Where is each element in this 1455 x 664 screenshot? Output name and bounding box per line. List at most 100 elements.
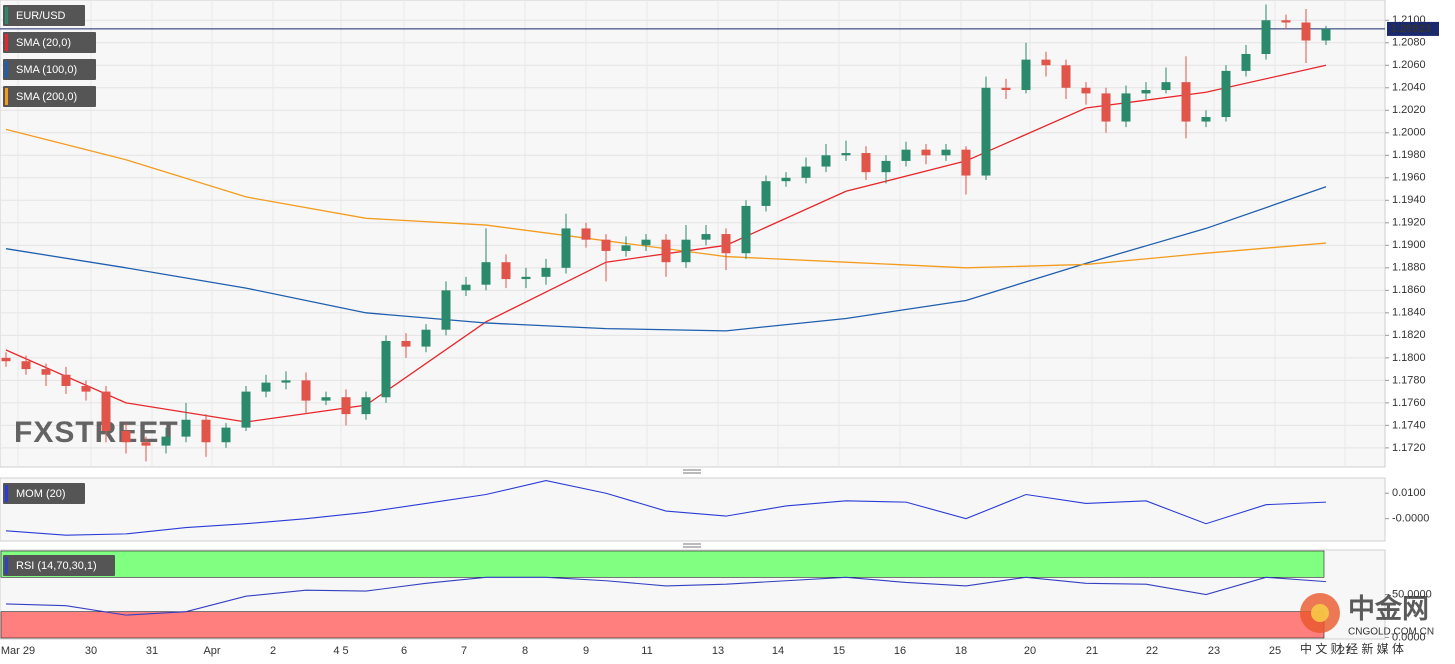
logo-domain: CNGOLD.COM.CN — [1348, 627, 1434, 638]
legend-box — [3, 555, 115, 576]
candle-body — [41, 369, 51, 375]
y-tick-label: 1.1900 — [1392, 239, 1426, 251]
candle-body — [461, 284, 471, 291]
legend: EUR/USD SMA (20,0) SMA (100,0) SMA (200,0) M… — [3, 5, 115, 576]
y-tick-label: 1.2080 — [1392, 37, 1426, 49]
y-tick-label: 1.1800 — [1392, 352, 1426, 364]
candle-body — [1301, 22, 1311, 41]
candle-body — [221, 427, 231, 443]
y-tick-label: -0.0000 — [1392, 513, 1429, 525]
candle-body — [621, 245, 631, 251]
candle-body — [1241, 54, 1251, 71]
legend-label: SMA (100,0) — [16, 64, 77, 76]
candle-body — [841, 153, 851, 156]
candle-body — [961, 149, 971, 176]
x-tick-label: Mar 29 — [1, 645, 35, 657]
candle-body — [561, 228, 571, 268]
oversold-band — [0, 611, 1325, 639]
x-tick-label: 23 — [1208, 645, 1220, 657]
legend-swatch — [5, 34, 8, 51]
candle-body — [381, 340, 391, 398]
y-tick-label: 1.1940 — [1392, 194, 1426, 206]
mom-panel — [0, 477, 1386, 542]
candle-body — [641, 239, 651, 246]
x-tick-label: 9 — [583, 645, 589, 657]
x-tick-label: 27 — [1339, 645, 1351, 657]
legend-title: EUR/USD — [16, 10, 66, 22]
legend-label: SMA (200,0) — [16, 91, 77, 103]
y-tick-label: 1.1980 — [1392, 149, 1426, 161]
y-tick-label: 1.2020 — [1392, 104, 1426, 116]
candle-body — [601, 239, 611, 251]
candle-body — [1041, 59, 1051, 66]
candle-body — [361, 397, 371, 415]
x-tick-label: 18 — [955, 645, 967, 657]
logo: 中金网 CNGOLD.COM.CN 中 文 财 经 新 媒 体 — [1300, 593, 1434, 656]
legend-box — [3, 86, 96, 107]
candle-body — [741, 205, 751, 254]
candle-body — [141, 442, 151, 446]
legend-label: SMA (20,0) — [16, 37, 71, 49]
legend-title: MOM (20) — [16, 488, 66, 500]
candle-body — [161, 436, 171, 446]
candle-body — [921, 149, 931, 156]
y-tick-label: 1.1740 — [1392, 419, 1426, 431]
x-tick-label: 30 — [85, 645, 97, 657]
x-tick-label: 22 — [1146, 645, 1158, 657]
candle-body — [861, 153, 871, 173]
candle-body — [101, 391, 111, 431]
candle-body — [181, 419, 191, 437]
candle-body — [1101, 93, 1111, 122]
x-tick-label: 13 — [712, 645, 724, 657]
x-tick-label: 15 — [833, 645, 845, 657]
x-tick-label: 6 — [401, 645, 407, 657]
x-tick-label: 20 — [1024, 645, 1036, 657]
legend-swatch — [5, 88, 8, 105]
candle-body — [1021, 59, 1031, 91]
logo-tagline: 中 文 财 经 新 媒 体 — [1300, 641, 1404, 656]
candle-body — [201, 419, 211, 443]
candles — [1, 4, 1331, 462]
overbought-band — [0, 550, 1325, 578]
candle-body — [1081, 87, 1091, 94]
x-tick-label: 16 — [894, 645, 906, 657]
x-tick-label: 4 5 — [333, 645, 348, 657]
candle-body — [1281, 20, 1291, 23]
candle-body — [281, 380, 291, 383]
candle-body — [1261, 20, 1271, 55]
main-panel — [0, 0, 1386, 468]
candle-body — [21, 361, 31, 370]
candle-body — [1061, 65, 1071, 88]
last-price-label: 1.20923 — [1391, 23, 1431, 35]
watermark: FXSTREET — [14, 416, 179, 449]
candle-body — [541, 267, 551, 277]
y-tick-label: 50.0000 — [1392, 588, 1432, 600]
candle-body — [321, 397, 331, 401]
candle-body — [501, 262, 511, 280]
candle-body — [941, 149, 951, 156]
y-tick-label: 1.1860 — [1392, 284, 1426, 296]
candle-body — [521, 276, 531, 280]
sma-line — [5, 186, 1327, 332]
indicator-line — [5, 479, 1327, 536]
candle-body — [661, 239, 671, 263]
candle-body — [901, 149, 911, 161]
y-tick-label: 1.2040 — [1392, 82, 1426, 94]
y-tick-label: 1.1780 — [1392, 374, 1426, 386]
y-tick-label: 0.0000 — [1392, 631, 1426, 643]
y-tick-label: 1.1920 — [1392, 217, 1426, 229]
panel-handle[interactable] — [683, 469, 701, 474]
candle-body — [1001, 87, 1011, 91]
legend-swatch — [5, 485, 8, 502]
candle-body — [1221, 70, 1231, 118]
y-tick-label: 1.1720 — [1392, 442, 1426, 454]
y-tick-label: 1.1960 — [1392, 172, 1426, 184]
logo-name: 中金网 — [1348, 593, 1429, 624]
x-tick-label: 31 — [146, 645, 158, 657]
legend-swatch — [5, 557, 8, 574]
panel-handle[interactable] — [683, 543, 701, 548]
x-tick-label: 7 — [461, 645, 467, 657]
candle-body — [61, 374, 71, 386]
candle-body — [1161, 82, 1171, 91]
